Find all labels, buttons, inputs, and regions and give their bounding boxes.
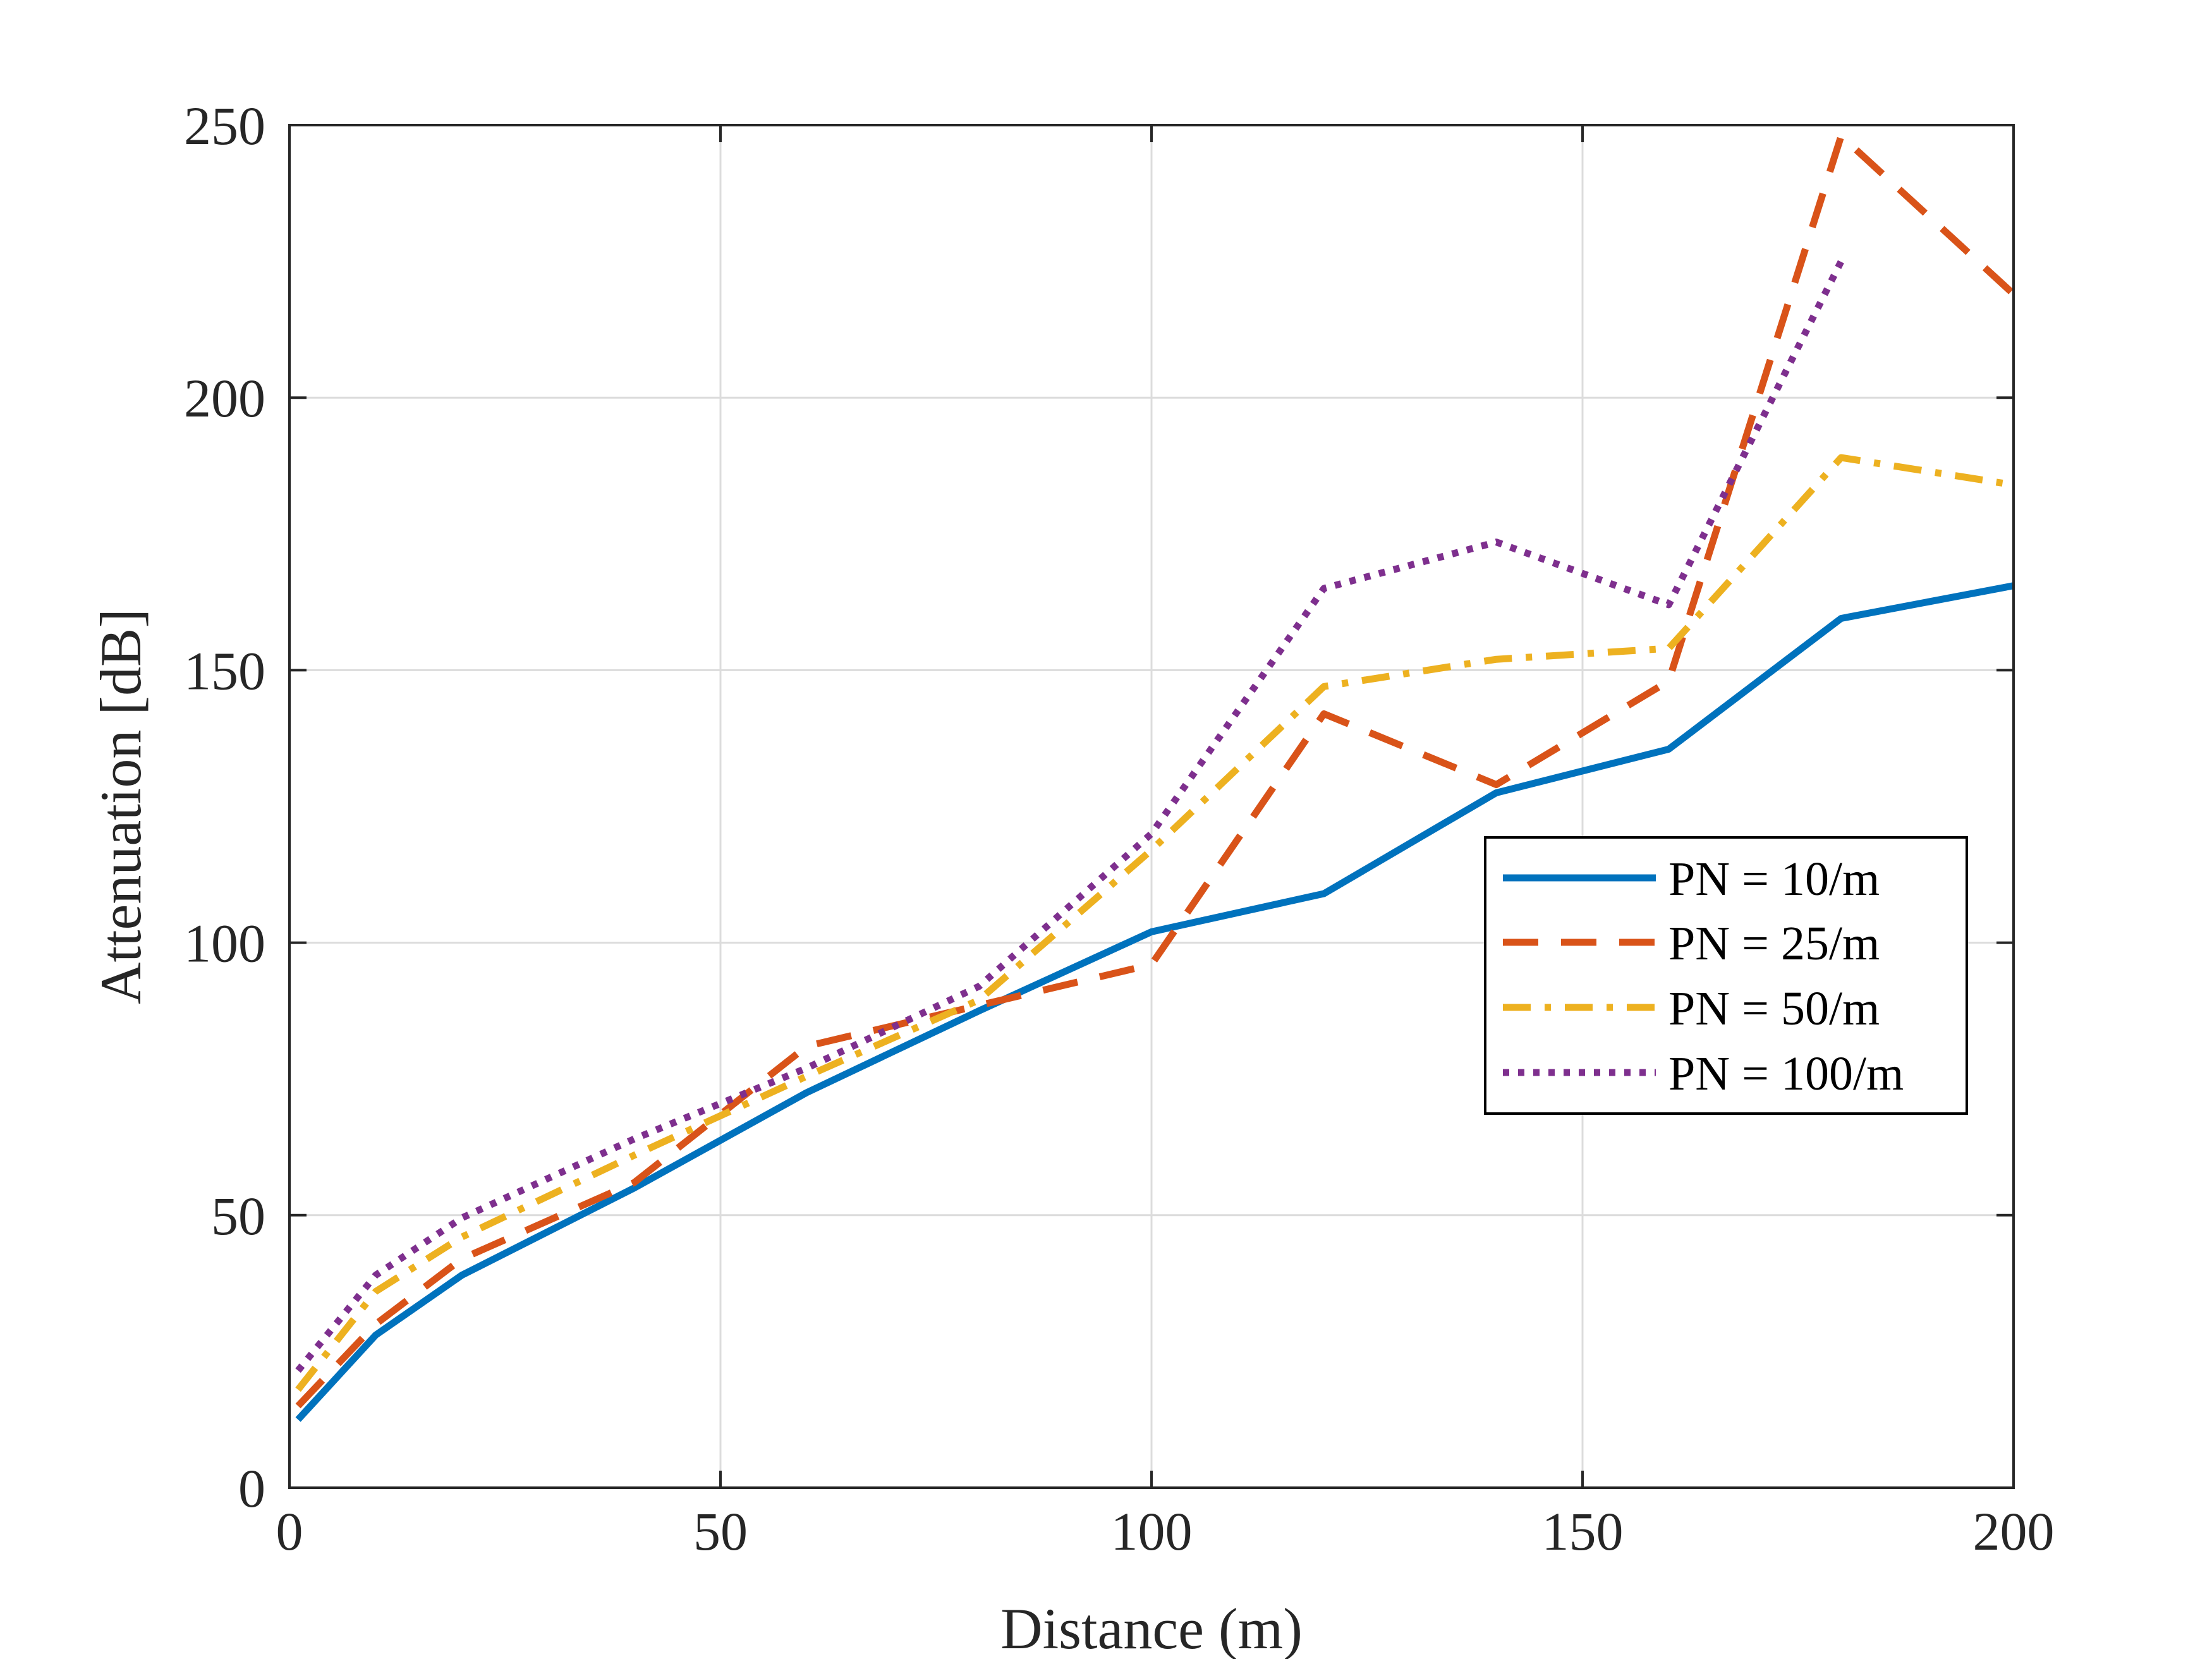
series-line-pn-10-m bbox=[295, 582, 2015, 1422]
y-axis-label: Attenuation [dB] bbox=[88, 609, 153, 1004]
x-axis-label: Distance (m) bbox=[1000, 1596, 1303, 1659]
y-tick-label: 250 bbox=[184, 95, 265, 156]
x-tick-label: 150 bbox=[1542, 1501, 1624, 1562]
y-tick-label: 50 bbox=[211, 1186, 265, 1246]
x-tick-label: 200 bbox=[1973, 1501, 2055, 1562]
y-tick-label: 0 bbox=[238, 1458, 265, 1519]
series-line-pn-25-m bbox=[295, 132, 2016, 1409]
legend-label-pn-50: PN = 50/m bbox=[1668, 982, 1880, 1035]
x-tick-label: 0 bbox=[276, 1501, 303, 1562]
legend-label-pn-100: PN = 100/m bbox=[1668, 1047, 1904, 1100]
y-tick-labels: 0 50 100 150 200 250 bbox=[184, 95, 265, 1519]
x-tick-labels: 0 50 100 150 200 bbox=[276, 1501, 2055, 1562]
x-tick-label: 50 bbox=[693, 1501, 748, 1562]
y-tick-label: 150 bbox=[184, 640, 265, 701]
series-line-pn-50-m bbox=[295, 454, 2014, 1392]
y-tick-label: 200 bbox=[184, 368, 265, 428]
axes bbox=[288, 124, 2015, 1489]
legend: PN = 10/m PN = 25/m PN = 50/m PN = 100/m bbox=[1484, 836, 1968, 1115]
series-line-pn-100-m bbox=[295, 260, 1845, 1373]
x-tick-label: 100 bbox=[1111, 1501, 1193, 1562]
legend-label-pn-25: PN = 25/m bbox=[1668, 917, 1880, 970]
legend-label-pn-10: PN = 10/m bbox=[1668, 853, 1880, 906]
series-lines bbox=[295, 132, 2016, 1422]
y-tick-label: 100 bbox=[184, 913, 265, 974]
legend-box bbox=[1484, 836, 1968, 1115]
